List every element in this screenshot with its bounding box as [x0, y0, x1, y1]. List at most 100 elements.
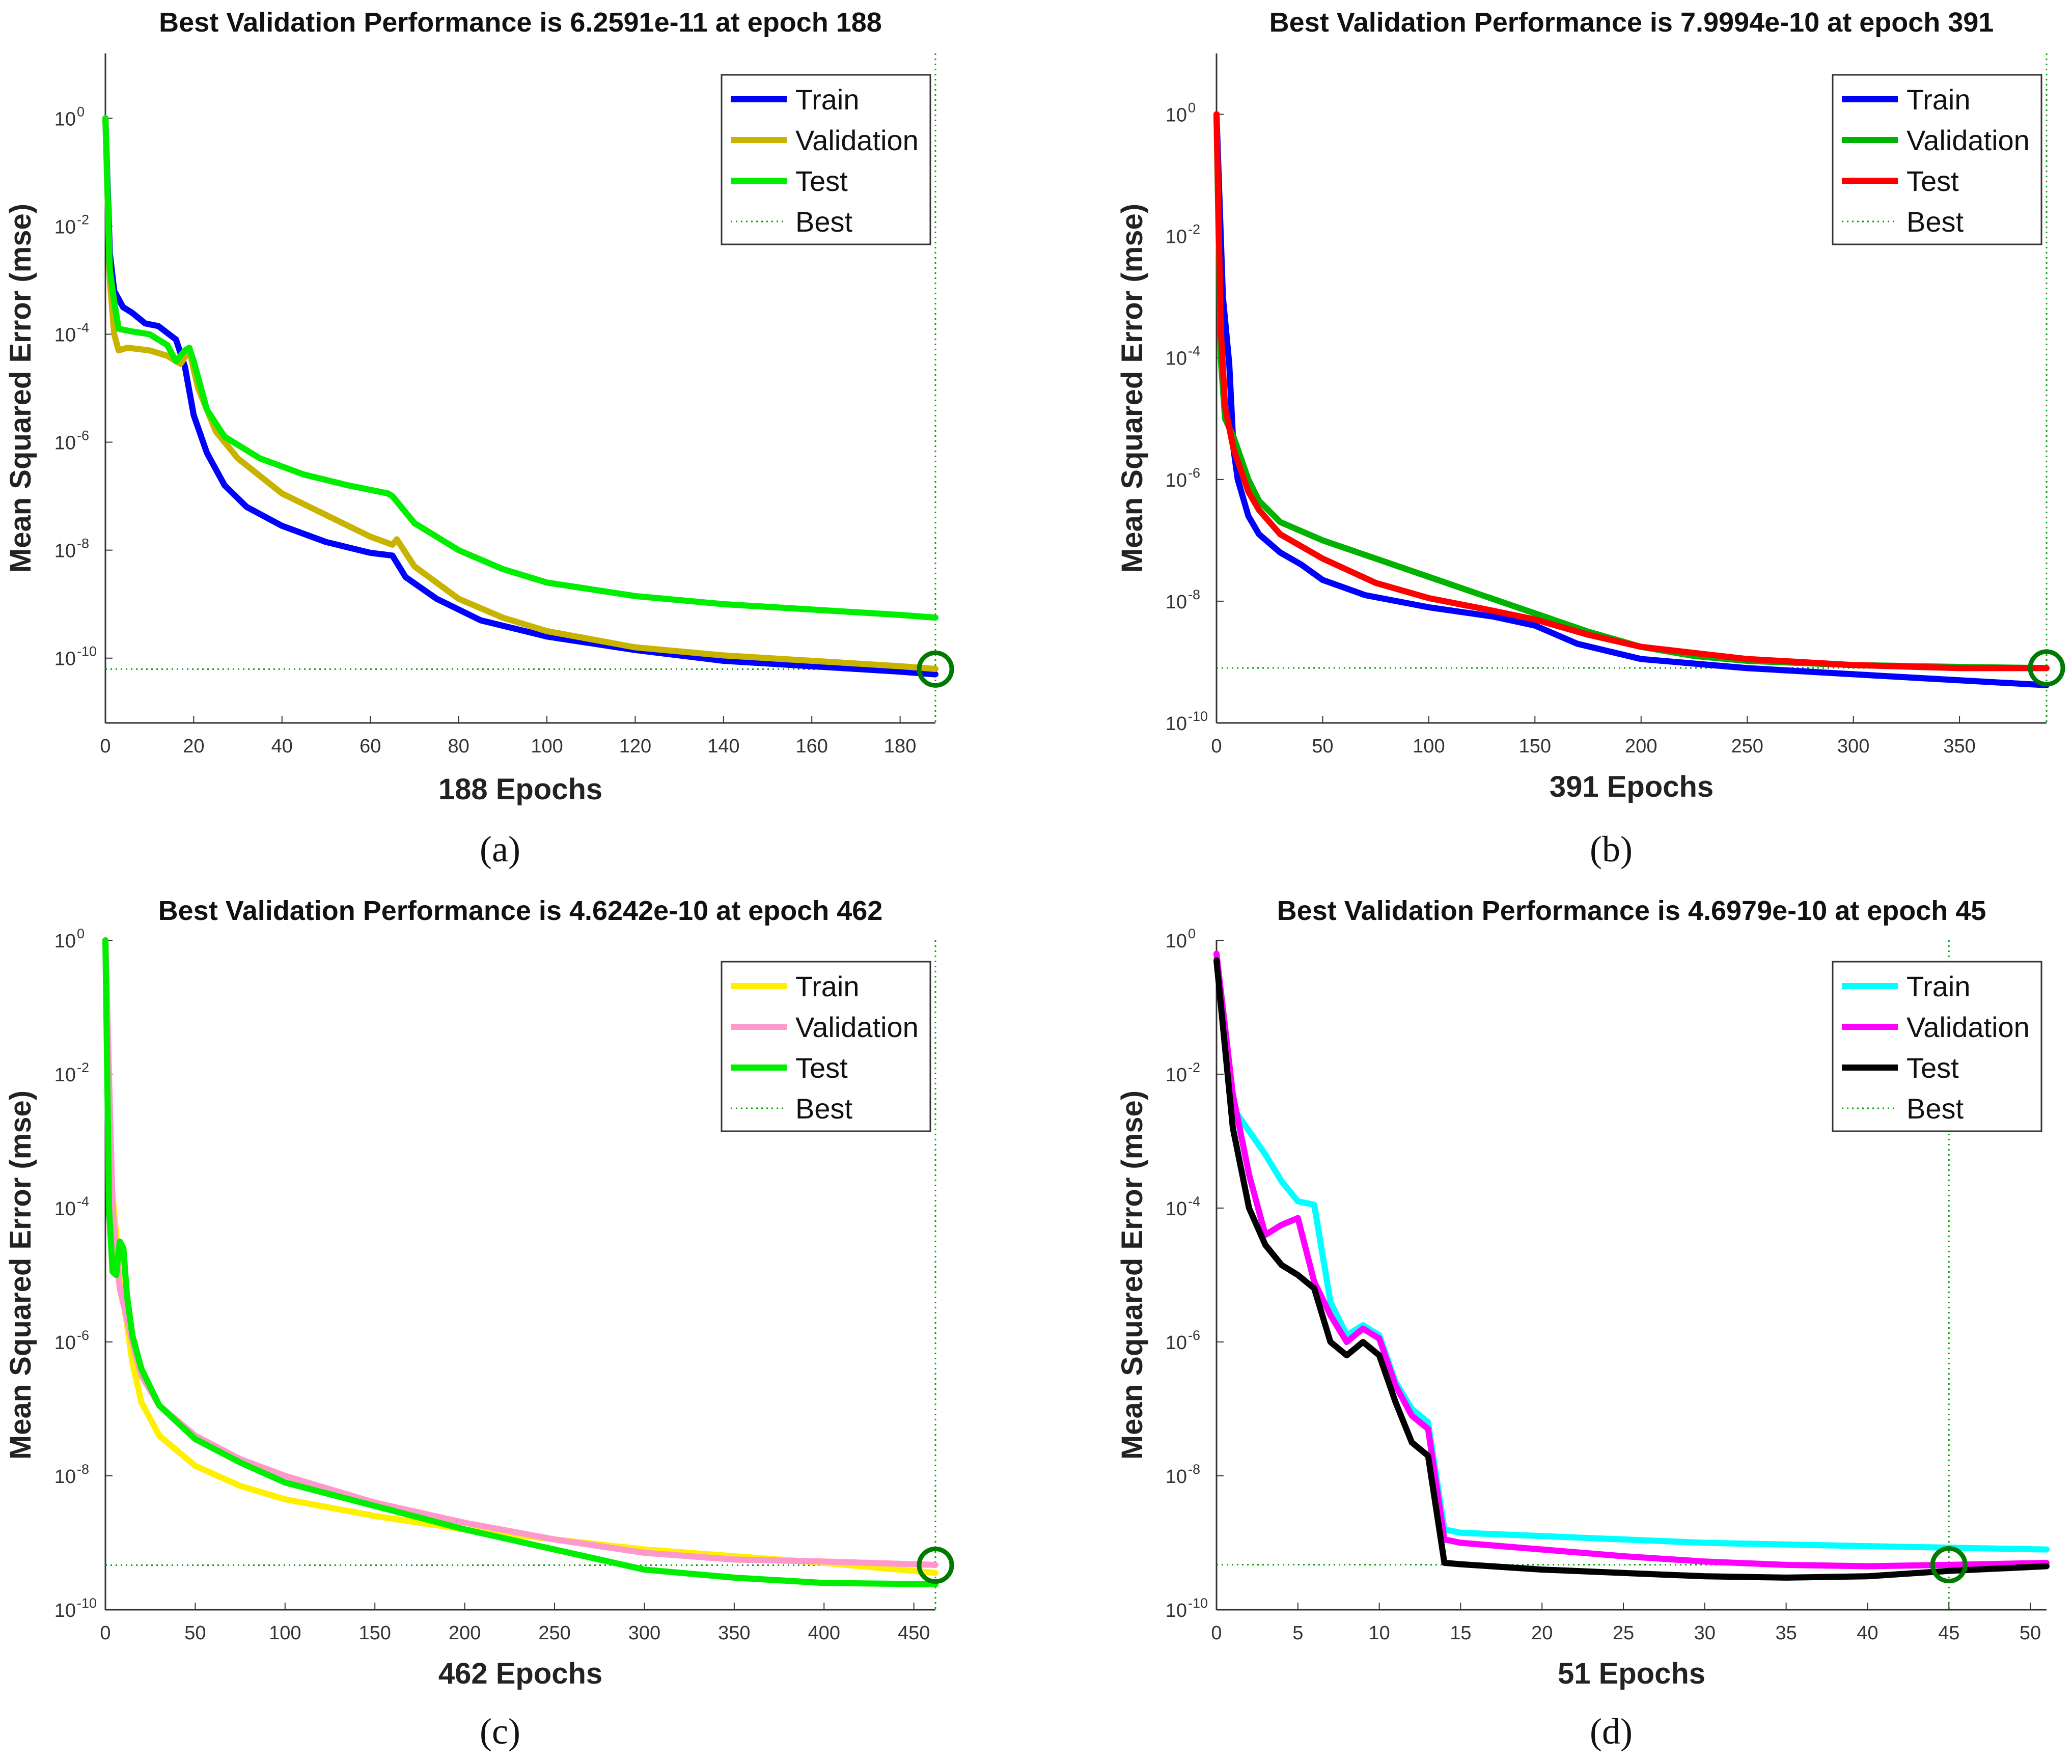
y-tick-exponent: -4 — [77, 1194, 89, 1209]
legend-box — [1832, 74, 2042, 245]
y-tick-exponent: -10 — [77, 1595, 97, 1611]
x-tick-label: 150 — [1519, 736, 1551, 757]
y-tick-label: 10 — [54, 1466, 76, 1488]
x-tick-label: 40 — [271, 736, 293, 757]
y-tick-label: 10 — [1166, 1332, 1187, 1354]
y-tick-exponent: -2 — [1188, 222, 1200, 237]
legend-label: Best — [795, 206, 852, 238]
y-tick-label: 10 — [1166, 227, 1187, 248]
x-tick-label: 450 — [898, 1622, 930, 1644]
legend-box — [721, 961, 931, 1132]
x-tick-label: 100 — [269, 1622, 301, 1644]
x-tick-label: 400 — [808, 1622, 840, 1644]
x-tick-label: 0 — [1211, 1622, 1222, 1644]
y-tick-exponent: -6 — [1188, 1328, 1200, 1343]
y-tick-exponent: -2 — [77, 1060, 89, 1075]
chart-title: Best Validation Performance is 6.2591e-1… — [159, 7, 882, 38]
y-axis-label: Mean Squared Error (mse) — [1116, 204, 1149, 573]
y-tick-label: 10 — [1166, 931, 1187, 952]
y-tick-exponent: -2 — [77, 212, 89, 227]
panel-caption: (d) — [1590, 1711, 1633, 1752]
best-point-marker — [1930, 1546, 1968, 1584]
y-tick-exponent: -6 — [77, 428, 89, 443]
y-tick-label: 10 — [54, 324, 76, 346]
chart-title: Best Validation Performance is 4.6242e-1… — [158, 895, 883, 926]
series-line-test — [102, 937, 938, 1587]
y-tick-exponent: -2 — [1188, 1060, 1200, 1075]
y-tick-exponent: -8 — [1188, 587, 1200, 602]
series-line-train — [102, 115, 938, 678]
y-tick-exponent: 0 — [1188, 100, 1196, 116]
x-tick-label: 0 — [100, 736, 110, 757]
x-tick-label: 40 — [1857, 1622, 1878, 1644]
x-tick-label: 50 — [1312, 736, 1333, 757]
x-tick-label: 0 — [100, 1622, 110, 1644]
x-axis-label: 51 Epochs — [1558, 1657, 1705, 1690]
legend-label: Test — [795, 1052, 848, 1084]
y-tick-label: 10 — [54, 541, 76, 562]
x-axis-label: 188 Epochs — [438, 773, 602, 806]
series-line-validation — [102, 115, 938, 672]
x-tick-label: 45 — [1938, 1622, 1959, 1644]
x-tick-label: 20 — [183, 736, 204, 757]
legend-label: Validation — [1907, 124, 2030, 156]
y-tick-label: 10 — [1166, 348, 1187, 370]
y-tick-label: 10 — [54, 1065, 76, 1086]
y-tick-label: 10 — [1166, 1600, 1187, 1621]
x-tick-label: 250 — [1731, 736, 1763, 757]
y-axis-label: Mean Squared Error (mse) — [1116, 1090, 1149, 1460]
y-tick-label: 10 — [54, 108, 76, 130]
y-tick-label: 10 — [54, 1332, 76, 1354]
legend-label: Validation — [795, 124, 919, 156]
x-tick-label: 80 — [448, 736, 469, 757]
series-line-validation — [102, 937, 938, 1568]
x-tick-label: 5 — [1292, 1622, 1303, 1644]
y-tick-exponent: -10 — [1188, 1595, 1208, 1611]
y-tick-label: 10 — [1166, 713, 1187, 735]
x-tick-label: 250 — [538, 1622, 570, 1644]
x-tick-label: 50 — [184, 1622, 206, 1644]
legend-box — [1832, 961, 2042, 1132]
x-tick-label: 160 — [796, 736, 828, 757]
y-axis-label: Mean Squared Error (mse) — [4, 204, 37, 573]
legend-label: Validation — [1907, 1011, 2030, 1043]
x-tick-label: 300 — [1837, 736, 1869, 757]
x-tick-label: 35 — [1775, 1622, 1797, 1644]
y-tick-label: 10 — [54, 649, 76, 670]
panel-caption: (b) — [1590, 829, 1633, 870]
y-tick-exponent: -8 — [1188, 1462, 1200, 1477]
legend-label: Test — [1907, 165, 1959, 197]
chart-panel-a: Best Validation Performance is 6.2591e-1… — [4, 7, 954, 870]
y-tick-exponent: -10 — [1188, 709, 1208, 724]
legend-label: Test — [1907, 1052, 1959, 1084]
y-tick-exponent: -6 — [77, 1328, 89, 1343]
y-tick-label: 10 — [54, 216, 76, 238]
series-line-validation — [1213, 950, 2050, 1570]
x-tick-label: 100 — [531, 736, 563, 757]
x-tick-label: 150 — [359, 1622, 391, 1644]
x-tick-label: 60 — [360, 736, 381, 757]
y-tick-label: 10 — [1166, 1198, 1187, 1220]
y-tick-exponent: -10 — [77, 644, 97, 659]
y-tick-label: 10 — [54, 433, 76, 454]
y-tick-exponent: -4 — [1188, 344, 1200, 359]
x-tick-label: 200 — [1625, 736, 1657, 757]
y-tick-label: 10 — [54, 931, 76, 952]
best-point-marker — [2028, 649, 2065, 687]
x-tick-label: 300 — [628, 1622, 660, 1644]
legend-label: Best — [795, 1093, 852, 1125]
chart-panel-c: Best Validation Performance is 4.6242e-1… — [4, 895, 954, 1752]
chart-panel-d: Best Validation Performance is 4.6979e-1… — [1116, 895, 2050, 1752]
y-tick-exponent: -4 — [77, 320, 89, 335]
legend-label: Best — [1907, 206, 1964, 238]
x-tick-label: 15 — [1450, 1622, 1471, 1644]
y-tick-exponent: 0 — [77, 104, 85, 119]
best-point-marker — [917, 1547, 954, 1584]
y-tick-label: 10 — [54, 1600, 76, 1621]
y-tick-exponent: 0 — [1188, 926, 1196, 941]
y-tick-exponent: -8 — [77, 536, 89, 551]
legend-label: Train — [795, 970, 860, 1002]
y-axis-label: Mean Squared Error (mse) — [4, 1090, 37, 1460]
legend-label: Train — [1907, 83, 1971, 116]
x-tick-label: 200 — [449, 1622, 481, 1644]
